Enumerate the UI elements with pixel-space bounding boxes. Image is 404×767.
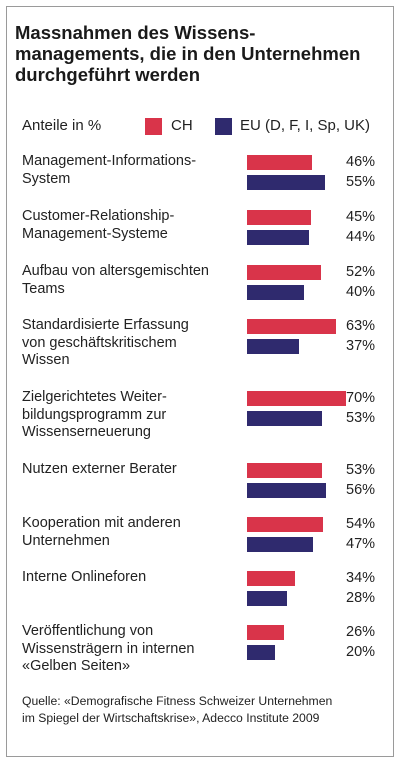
bar-eu <box>247 591 287 606</box>
value-label-ch: 34% <box>346 570 376 586</box>
bar-eu <box>247 230 310 245</box>
bar-eu <box>247 175 325 190</box>
bar-eu <box>247 537 314 552</box>
category-label: Veröffentlichung von Wissensträgern in i… <box>22 623 195 674</box>
bar-ch <box>247 625 284 640</box>
value-label-eu: 56% <box>346 482 376 498</box>
value-label-ch: 45% <box>346 209 376 225</box>
bar-ch <box>247 463 322 478</box>
bar-eu <box>247 339 300 354</box>
category-label: Standardisierte Erfassung von geschäftsk… <box>22 317 189 368</box>
value-label-eu: 40% <box>346 284 376 300</box>
bar-ch <box>247 571 296 586</box>
value-label-eu: 37% <box>346 338 376 354</box>
category-label: Interne Onlineforen <box>22 569 147 585</box>
value-label-eu: 47% <box>346 536 376 552</box>
value-label-ch: 53% <box>346 462 376 478</box>
unit-label: Anteile in % <box>22 117 102 134</box>
chart-frame <box>6 6 394 757</box>
bar-eu <box>247 285 304 300</box>
value-label-eu: 28% <box>346 590 376 606</box>
bar-eu <box>247 483 327 498</box>
category-label: Zielgerichtetes Weiter- bildungsprogramm… <box>22 389 167 440</box>
chart-title: Massnahmen des Wissens- managements, die… <box>15 22 361 85</box>
bar-ch <box>247 155 313 170</box>
legend-swatch-ch <box>145 118 162 135</box>
category-label: Nutzen externer Berater <box>22 461 177 477</box>
value-label-ch: 46% <box>346 154 376 170</box>
legend-swatch-eu <box>215 118 232 135</box>
value-label-ch: 54% <box>346 516 376 532</box>
category-label: Management-Informations- System <box>22 153 197 187</box>
value-label-eu: 53% <box>346 410 376 426</box>
bar-ch <box>247 391 346 406</box>
value-label-ch: 63% <box>346 318 376 334</box>
bar-ch <box>247 265 321 280</box>
category-label: Customer-Relationship- Management-System… <box>22 208 175 242</box>
value-label-eu: 55% <box>346 174 376 190</box>
value-label-ch: 52% <box>346 264 376 280</box>
value-label-eu: 20% <box>346 644 376 660</box>
category-label: Kooperation mit anderen Unternehmen <box>22 515 181 549</box>
legend-entry-ch: CH <box>171 117 193 134</box>
bar-eu <box>247 645 276 660</box>
value-label-ch: 26% <box>346 624 376 640</box>
value-label-eu: 44% <box>346 229 376 245</box>
bar-ch <box>247 517 324 532</box>
value-label-ch: 70% <box>346 390 376 406</box>
source-note: Quelle: «Demografische Fitness Schweizer… <box>22 694 333 725</box>
bar-ch <box>247 210 311 225</box>
category-label: Aufbau von altersgemischten Teams <box>22 263 209 297</box>
bar-eu <box>247 411 322 426</box>
legend-entry-eu: EU (D, F, I, Sp, UK) <box>240 117 371 134</box>
legend: Anteile in % CH EU (D, F, I, Sp, UK) <box>0 117 404 137</box>
bar-ch <box>247 319 337 334</box>
